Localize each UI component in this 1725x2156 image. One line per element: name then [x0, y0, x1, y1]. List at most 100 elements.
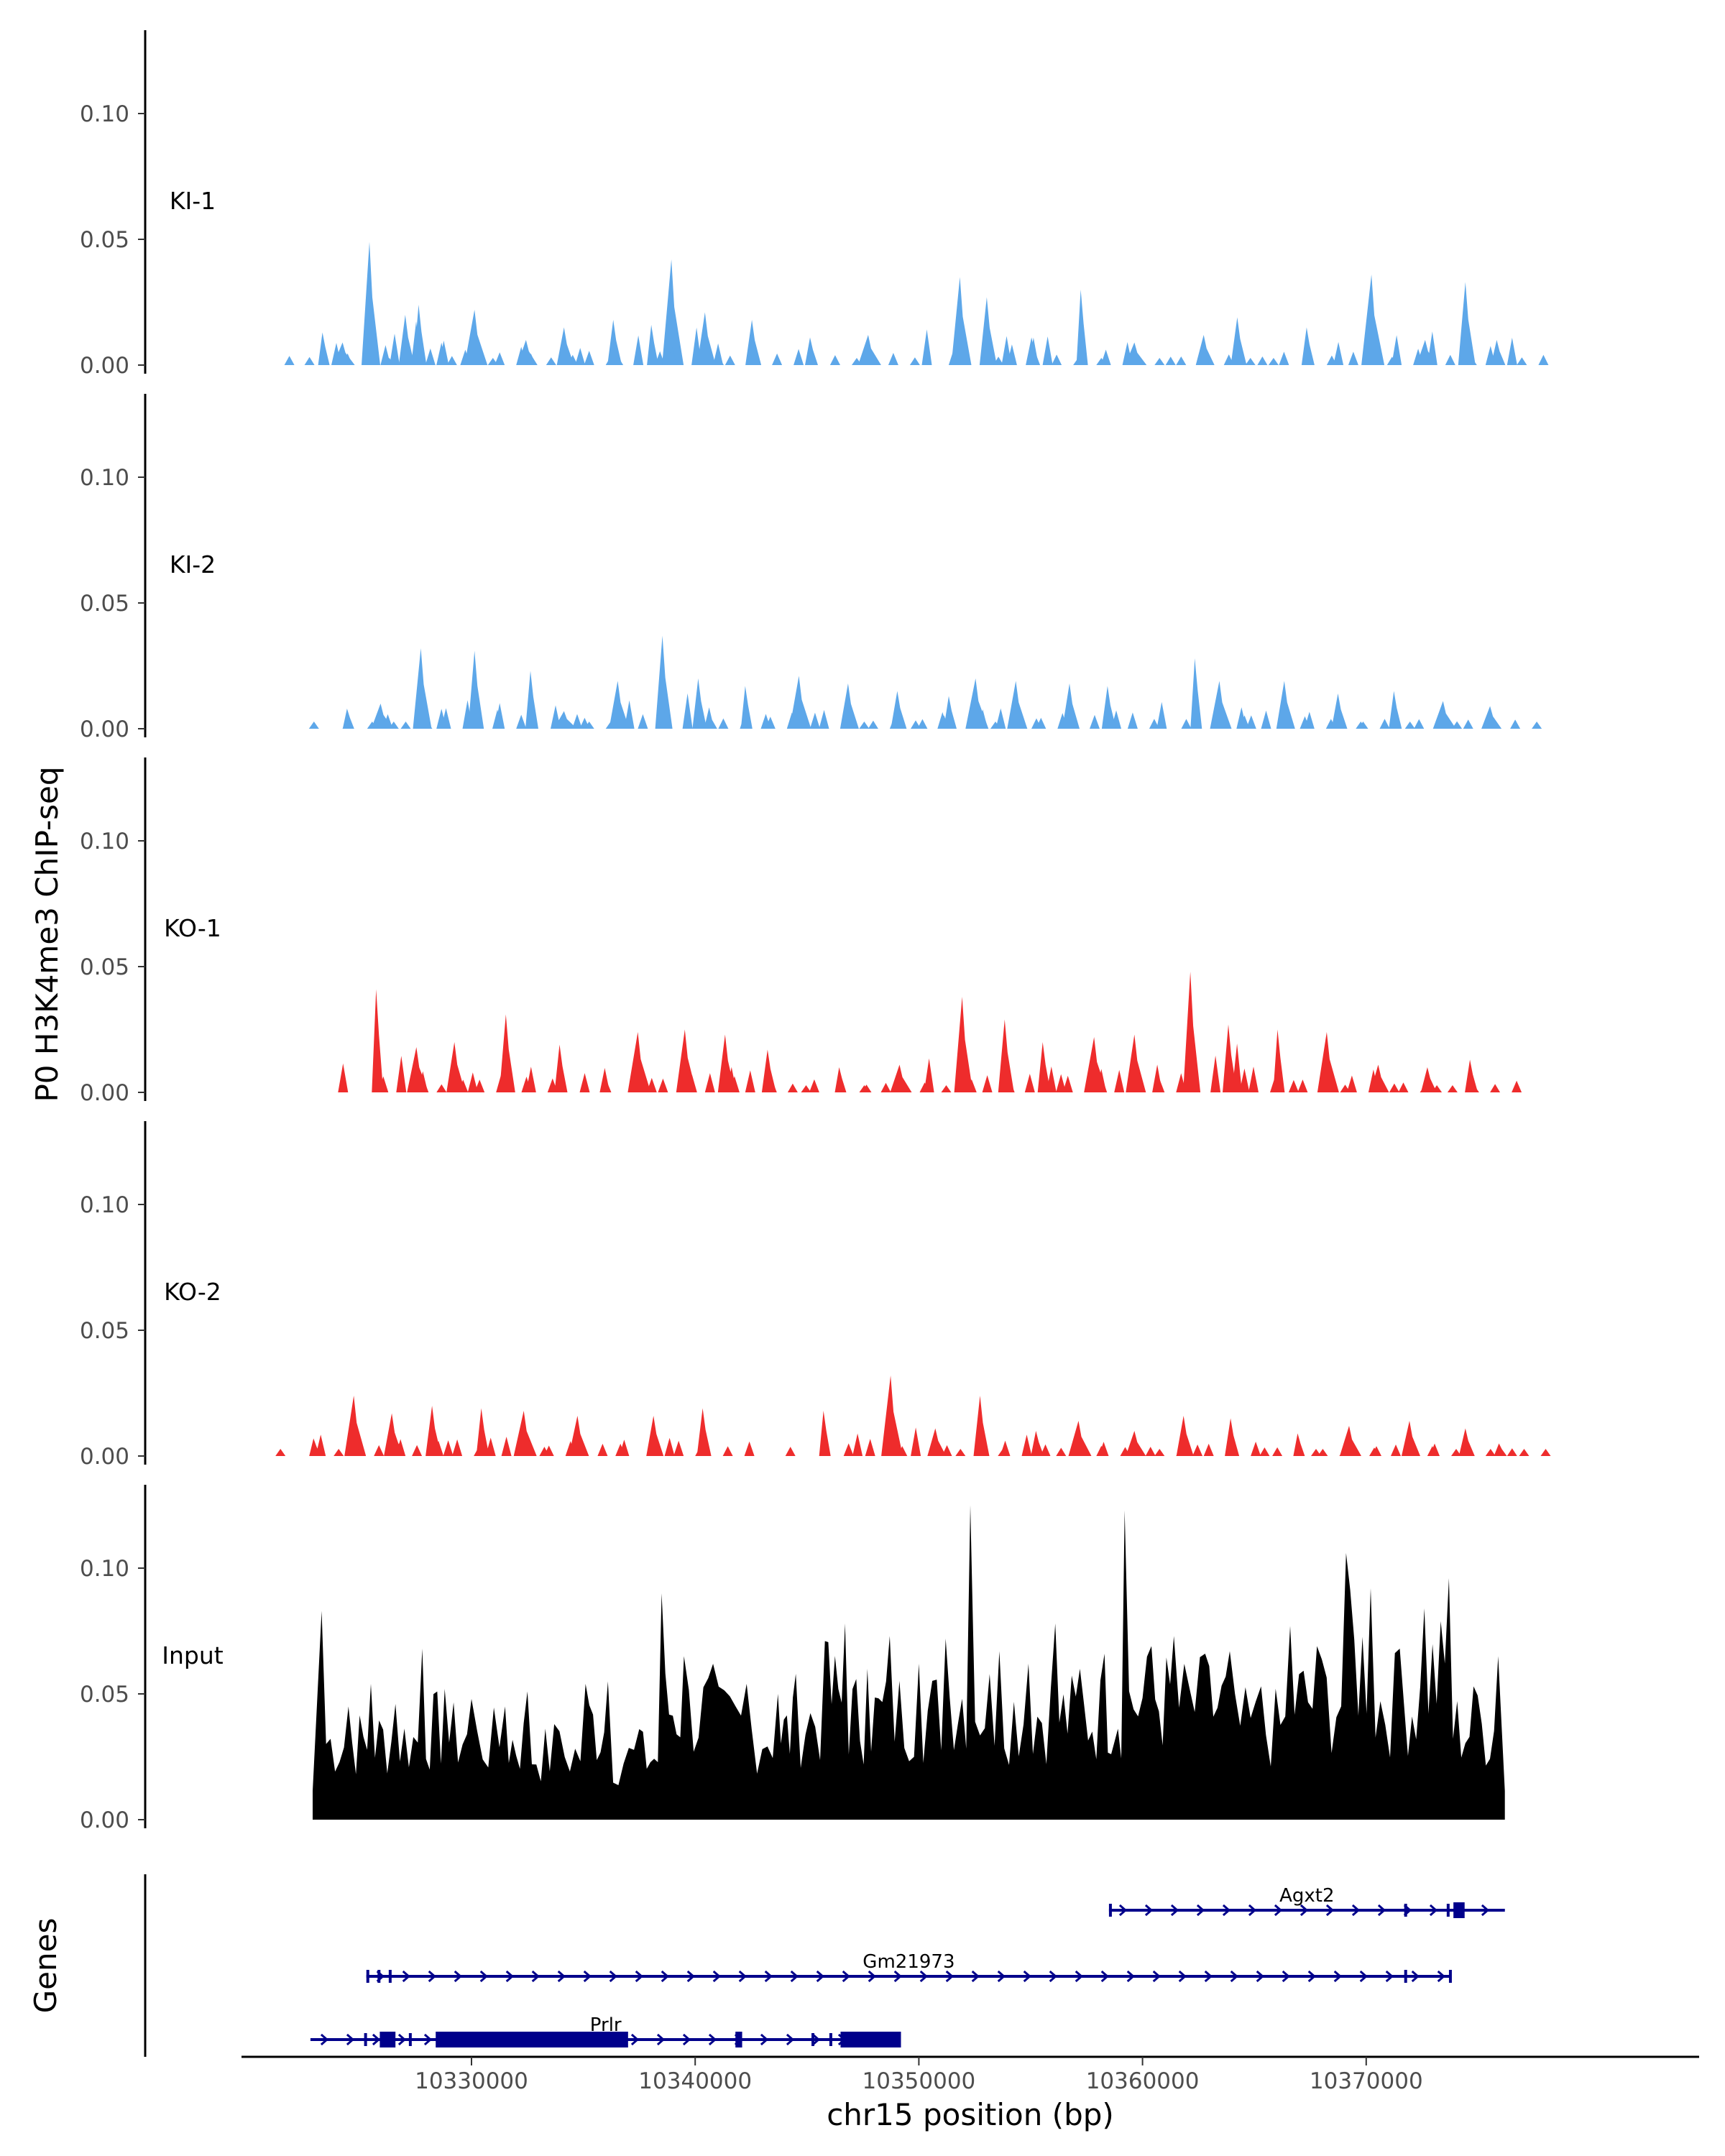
peak [275, 1449, 286, 1456]
peak [1279, 351, 1289, 365]
gene-exon [366, 1970, 369, 1983]
strand-arrow [811, 2033, 821, 2046]
peak [1340, 1084, 1351, 1092]
gene-exon [388, 1970, 392, 1983]
y-tick-label: 0.10 [80, 101, 129, 127]
strand-arrow [708, 2033, 717, 2046]
peak [378, 1076, 389, 1092]
peak [809, 1079, 819, 1092]
strand-arrow [1307, 1970, 1316, 1983]
peak [707, 719, 717, 729]
peak [1154, 1449, 1165, 1456]
peak [714, 356, 724, 365]
peak [897, 1446, 908, 1456]
peak [1149, 719, 1159, 729]
peak [1195, 335, 1215, 365]
strand-arrow [635, 1970, 643, 1983]
gene-models: Agxt2 Gm21973 Prlr [310, 1885, 1505, 2047]
peak [407, 1047, 429, 1092]
peak [865, 1439, 875, 1456]
peak [805, 337, 818, 365]
track-label: Input [162, 1641, 224, 1669]
x-axis: 10330000 10340000 10350000 10360000 10370000… [242, 2055, 1699, 2132]
peak [809, 712, 820, 729]
peak [1370, 1064, 1389, 1092]
peak [1414, 719, 1425, 729]
peak [1127, 712, 1138, 729]
track-input: 0.00 0.05 0.10 Input [80, 1485, 1505, 1833]
x-tick-label: 10340000 [638, 2068, 752, 2094]
peak [597, 1443, 608, 1456]
peak [1096, 1069, 1107, 1092]
track-label: KO-1 [164, 914, 221, 942]
peak [676, 1029, 696, 1092]
track-label: KI-2 [170, 550, 216, 579]
peak [1447, 1085, 1458, 1092]
peak [1026, 337, 1041, 365]
y-tick-label: 0.05 [80, 954, 129, 980]
peak [787, 1083, 798, 1092]
peak [1517, 357, 1527, 365]
strand-arrow [1196, 1904, 1205, 1917]
y-tick-label: 0.05 [80, 1682, 129, 1708]
peak [1007, 681, 1028, 729]
y-tick-label: 0.05 [80, 1318, 129, 1344]
gene-exon [377, 1970, 381, 1983]
peak [1331, 694, 1348, 729]
peak [834, 1067, 847, 1092]
peak [973, 1396, 990, 1456]
peak [1068, 1421, 1092, 1456]
strand-arrow [583, 1970, 592, 1983]
peak [881, 1376, 903, 1456]
peak [729, 1076, 740, 1092]
peak [1042, 336, 1053, 365]
peak [1404, 722, 1415, 729]
peak [911, 720, 921, 729]
peak [995, 708, 1006, 729]
peak [718, 718, 729, 729]
peak [868, 720, 878, 729]
peak [942, 1445, 952, 1456]
strand-arrow [1126, 1970, 1135, 1983]
peak [1246, 715, 1256, 729]
peak [921, 329, 932, 365]
peak [1062, 683, 1080, 729]
peak [413, 305, 427, 365]
peak [1006, 344, 1017, 365]
peak [966, 1079, 977, 1092]
peak [891, 691, 907, 729]
peak [1445, 354, 1455, 365]
y-tick-label: 0.10 [80, 1556, 129, 1582]
peak [924, 1058, 934, 1092]
peak [1251, 1442, 1261, 1456]
peak [1346, 1075, 1357, 1092]
strand-arrow [428, 1970, 436, 1983]
peak [525, 354, 536, 365]
strand-arrow [1222, 1904, 1231, 1917]
peak [412, 1445, 423, 1456]
strand-arrow [609, 1970, 617, 1983]
peak [575, 348, 586, 365]
peak [1288, 1079, 1299, 1092]
strand-arrow [1023, 1970, 1031, 1983]
track-ki-2: 0.00 0.05 0.10 KI-2 [80, 394, 1542, 742]
peak [1199, 348, 1210, 365]
peak [613, 356, 624, 365]
peak [1386, 356, 1397, 365]
strand-arrow [479, 1970, 488, 1983]
peak [1076, 290, 1088, 365]
peak [1340, 1426, 1361, 1456]
peak [1494, 1443, 1507, 1456]
peak [1096, 1445, 1107, 1456]
peak [1519, 1449, 1530, 1456]
gene-label: Agxt2 [1279, 1885, 1334, 1907]
peak [1096, 358, 1107, 365]
strand-arrow [1385, 1970, 1394, 1983]
peak [1259, 1447, 1270, 1456]
peak [927, 1428, 947, 1456]
peak [316, 1434, 326, 1456]
peak [1427, 1446, 1438, 1456]
strand-arrow [686, 1970, 695, 1983]
peak [1485, 1449, 1496, 1456]
